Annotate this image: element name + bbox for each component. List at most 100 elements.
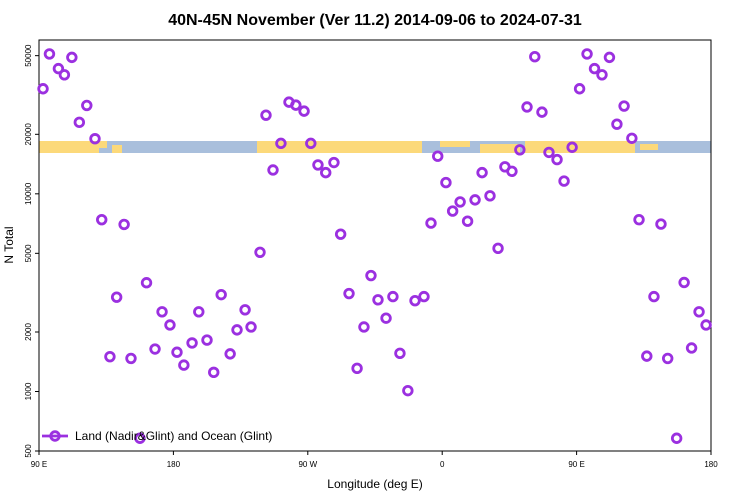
x-tick-label: 180 — [167, 460, 181, 469]
point — [320, 166, 332, 179]
point — [365, 269, 377, 282]
point — [454, 196, 466, 208]
land-ocean-strip — [39, 141, 711, 153]
point — [461, 215, 474, 227]
point — [164, 319, 176, 331]
point — [267, 164, 279, 176]
point — [254, 246, 266, 259]
point — [566, 141, 578, 153]
point — [521, 101, 533, 113]
point — [312, 159, 324, 171]
y-tick-label: 10000 — [24, 182, 33, 205]
point — [245, 321, 257, 333]
point — [305, 137, 317, 150]
point — [201, 334, 213, 346]
point — [655, 218, 667, 230]
x-axis-label: Longitude (deg E) — [327, 477, 422, 491]
x-tick-label: 90 E — [568, 460, 584, 469]
plot-frame — [38, 39, 712, 452]
point — [387, 290, 399, 303]
point — [611, 118, 623, 130]
point — [149, 343, 161, 355]
point — [156, 306, 168, 318]
point — [492, 242, 504, 255]
point — [476, 166, 488, 179]
y-tick-label: 500 — [24, 444, 33, 458]
point — [208, 366, 220, 379]
point — [215, 288, 227, 301]
point — [372, 294, 384, 306]
point — [104, 350, 116, 363]
point — [670, 432, 683, 444]
point — [633, 213, 645, 226]
y-tick-label: 50000 — [24, 44, 33, 67]
point — [603, 51, 616, 64]
point — [469, 194, 481, 206]
y-tick-label: 1000 — [24, 382, 33, 400]
legend-marker — [49, 430, 61, 442]
chart-title: 40N-45N November (Ver 11.2) 2014-09-06 t… — [168, 12, 582, 29]
point — [588, 62, 601, 75]
point — [351, 362, 363, 375]
point — [290, 99, 302, 111]
point — [110, 291, 123, 303]
point — [543, 146, 555, 159]
point — [343, 287, 355, 300]
y-tick-label: 5000 — [24, 244, 33, 262]
point — [171, 346, 183, 358]
point — [484, 190, 496, 202]
point — [432, 150, 444, 162]
point — [425, 217, 437, 229]
point — [358, 321, 370, 333]
point — [678, 276, 690, 289]
point — [43, 48, 56, 60]
point — [529, 50, 541, 63]
point — [231, 324, 243, 336]
point — [536, 106, 548, 118]
y-axis-label: N Total — [2, 226, 16, 263]
point — [514, 144, 526, 156]
point — [648, 290, 660, 303]
point — [573, 83, 586, 95]
point — [275, 137, 287, 150]
marks — [37, 48, 712, 444]
point — [96, 213, 108, 226]
point — [89, 133, 101, 145]
point — [118, 218, 130, 231]
point — [446, 205, 459, 217]
point — [328, 156, 340, 169]
point — [641, 350, 653, 362]
x-tick-label: 180 — [704, 460, 718, 469]
legend-label: Land (Nadir&Glint) and Ocean (Glint) — [75, 429, 272, 443]
point — [81, 99, 93, 112]
point — [551, 153, 563, 166]
x-tick-label: 0 — [440, 460, 445, 469]
point — [440, 176, 452, 189]
point — [334, 228, 347, 240]
point — [394, 347, 406, 360]
point — [661, 352, 674, 365]
point — [596, 69, 608, 81]
point — [418, 290, 430, 303]
x-tick-label: 90 E — [31, 460, 47, 469]
point — [125, 352, 137, 365]
point — [581, 48, 593, 60]
point — [618, 100, 630, 112]
point — [260, 109, 272, 121]
point — [239, 304, 251, 316]
point — [298, 105, 310, 117]
point — [700, 319, 712, 331]
point — [52, 62, 65, 75]
point — [73, 116, 86, 129]
y-tick-label: 2000 — [24, 323, 33, 341]
point — [409, 294, 421, 307]
point — [224, 348, 236, 360]
point — [193, 306, 205, 318]
point — [402, 384, 414, 397]
point — [626, 132, 638, 144]
point — [134, 432, 146, 444]
x-tick-label: 90 W — [298, 460, 317, 469]
point — [380, 312, 392, 324]
point — [558, 175, 570, 187]
